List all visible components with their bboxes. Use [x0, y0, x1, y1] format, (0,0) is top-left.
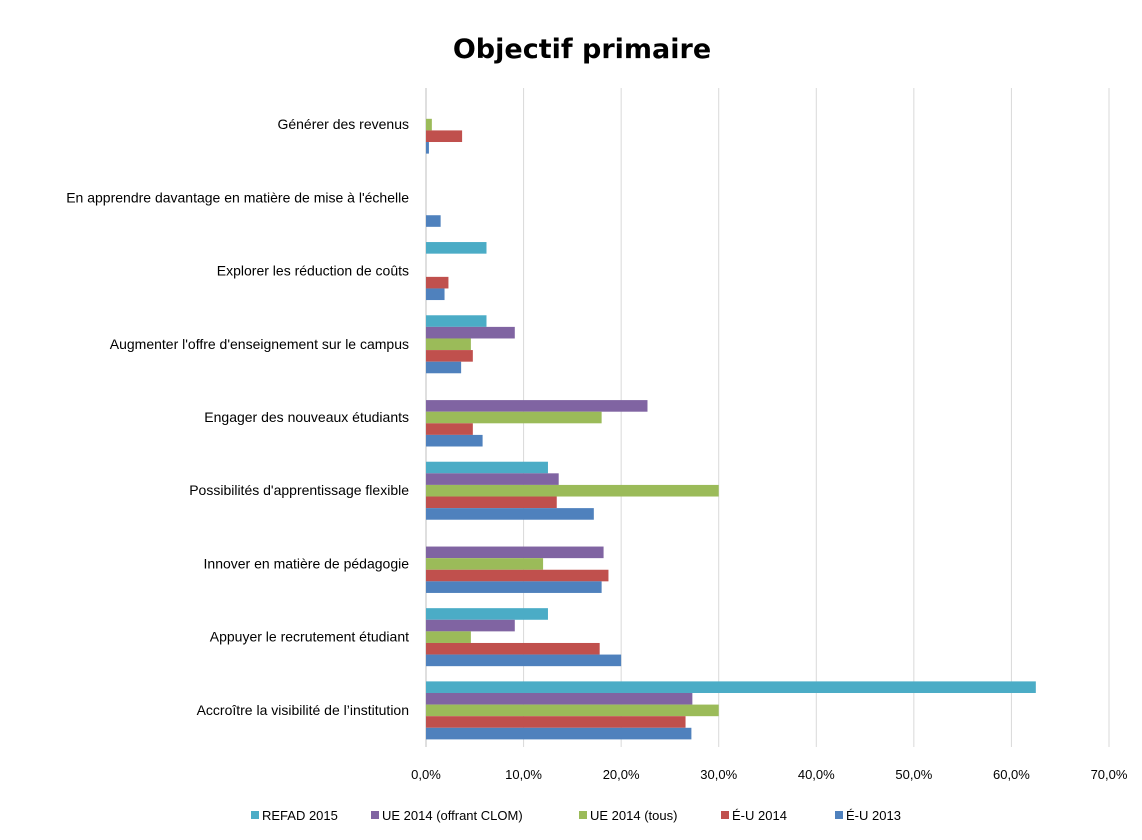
- bar: [426, 473, 559, 485]
- category-label: Engager des nouveaux étudiants: [204, 409, 409, 425]
- x-tick-labels: 0,0% 10,0% 20,0% 30,0% 40,0% 50,0% 60,0% 70,0%: [411, 767, 1128, 782]
- category-label: Possibilités d'apprentissage flexible: [189, 482, 409, 498]
- bar: [426, 423, 473, 435]
- bar: [426, 546, 604, 559]
- x-tick-label: 20,0%: [603, 767, 640, 782]
- category-labels: Générer des revenus En apprendre davantag…: [66, 116, 409, 718]
- bar: [426, 461, 548, 474]
- bar: [426, 654, 622, 667]
- bar: [426, 411, 602, 424]
- bar: [426, 315, 487, 327]
- bar: [426, 608, 548, 620]
- legend-swatch: [721, 811, 729, 819]
- bar: [426, 288, 445, 301]
- category-label: Augmenter l'offre d'enseignement sur le …: [110, 336, 409, 352]
- legend: REFAD 2015 UE 2014 (offrant CLOM) UE 2014 …: [251, 808, 901, 823]
- bars: [426, 118, 1036, 740]
- bar: [426, 350, 473, 362]
- bar: [426, 338, 471, 351]
- bar: [426, 558, 544, 570]
- x-tick-label: 70,0%: [1091, 767, 1128, 782]
- bar: [426, 581, 602, 593]
- bar: [426, 326, 515, 339]
- bar: [426, 681, 1036, 693]
- bar: [426, 704, 719, 717]
- category-label: Générer des revenus: [277, 116, 409, 132]
- bar: [426, 361, 462, 374]
- legend-label: REFAD 2015: [262, 808, 338, 823]
- chart-title: Objectif primaire: [453, 34, 711, 65]
- bar: [426, 215, 441, 227]
- bar: [426, 118, 432, 131]
- legend-swatch: [579, 811, 587, 819]
- bar: [426, 130, 463, 143]
- legend-label: É-U 2013: [846, 808, 901, 823]
- bar: [426, 400, 648, 412]
- bar: [426, 142, 429, 154]
- bar: [426, 727, 692, 740]
- bar: [426, 642, 600, 655]
- bar: [426, 434, 483, 447]
- x-tick-label: 50,0%: [895, 767, 932, 782]
- bar: [426, 276, 449, 289]
- bar: [426, 508, 594, 520]
- category-label: Explorer les réduction de coûts: [217, 263, 409, 279]
- category-label: Accroître la visibilité de l’institution: [197, 702, 409, 718]
- bar: [426, 716, 686, 728]
- legend-swatch: [371, 811, 379, 819]
- x-tick-label: 60,0%: [993, 767, 1030, 782]
- legend-label: É-U 2014: [732, 808, 787, 823]
- legend-swatch: [835, 811, 843, 819]
- bar: [426, 631, 471, 643]
- legend-swatch: [251, 811, 259, 819]
- category-label: Appuyer le recrutement étudiant: [210, 629, 409, 645]
- category-label: Innover en matière de pédagogie: [204, 555, 410, 571]
- bar: [426, 619, 515, 632]
- x-tick-label: 10,0%: [505, 767, 542, 782]
- bar: [426, 484, 719, 497]
- bar: [426, 692, 693, 705]
- legend-label: UE 2014 (offrant CLOM): [382, 808, 523, 823]
- bar: [426, 569, 609, 582]
- x-tick-label: 0,0%: [411, 767, 441, 782]
- bar: [426, 496, 557, 509]
- bar: [426, 242, 487, 254]
- x-tick-label: 40,0%: [798, 767, 835, 782]
- x-tick-label: 30,0%: [700, 767, 737, 782]
- category-label: En apprendre davantage en matière de mis…: [66, 189, 409, 205]
- legend-label: UE 2014 (tous): [590, 808, 677, 823]
